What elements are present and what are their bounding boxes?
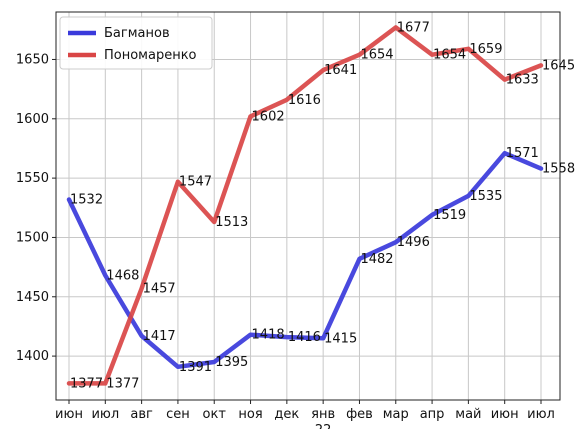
data-label: 1513 bbox=[215, 215, 248, 230]
data-label: 1377 bbox=[106, 376, 139, 391]
data-label: 1677 bbox=[397, 20, 430, 35]
series-line-1 bbox=[66, 150, 544, 370]
data-label: 1633 bbox=[506, 73, 539, 88]
legend: Багманов Пономаренко bbox=[59, 16, 213, 70]
grid bbox=[56, 12, 560, 400]
y-tick-label: 1550 bbox=[16, 171, 49, 186]
x-tick-label: июн bbox=[491, 407, 519, 422]
x-tick-label: сен bbox=[166, 407, 190, 422]
x-tick-label: мар bbox=[383, 407, 409, 422]
x-tick-label: июл bbox=[527, 407, 555, 422]
series-line-2 bbox=[66, 25, 544, 386]
y-tick-label: 1500 bbox=[16, 230, 49, 245]
data-label: 1616 bbox=[288, 93, 321, 108]
y-tick-label: 1650 bbox=[16, 52, 49, 67]
y-tick-label: 1600 bbox=[16, 112, 49, 127]
data-label: 1416 bbox=[288, 330, 321, 345]
data-label: 1417 bbox=[143, 329, 176, 344]
data-label: 1659 bbox=[469, 42, 502, 57]
data-label: 1468 bbox=[106, 268, 139, 283]
data-label: 1535 bbox=[469, 189, 502, 204]
data-label: 1654 bbox=[360, 48, 393, 63]
x-tick-label: янв bbox=[311, 407, 335, 422]
legend-label: Багманов bbox=[104, 26, 170, 41]
x-tick-label: окт bbox=[203, 407, 227, 422]
data-label: 1571 bbox=[506, 146, 539, 161]
data-label: 1395 bbox=[215, 355, 248, 370]
data-label: 1654 bbox=[433, 48, 466, 63]
data-label: 1457 bbox=[143, 281, 176, 296]
plot-frame bbox=[55, 11, 561, 401]
x-tick-label: май bbox=[455, 407, 481, 422]
legend-label: Пономаренко bbox=[104, 48, 197, 63]
y-tick-label: 1450 bbox=[16, 290, 49, 305]
data-label: 1641 bbox=[324, 63, 357, 78]
data-label: 1558 bbox=[542, 162, 575, 177]
data-label: 1377 bbox=[70, 376, 103, 391]
x-tick-label: авг bbox=[130, 407, 153, 422]
data-label: 1496 bbox=[397, 235, 430, 250]
data-label: 1519 bbox=[433, 208, 466, 223]
axes bbox=[55, 11, 561, 401]
x-tick-label: ноя bbox=[238, 407, 262, 422]
x-tick-label: июл bbox=[91, 407, 119, 422]
x-tick-label: фев bbox=[346, 407, 373, 422]
x-tick-label: дек bbox=[274, 407, 299, 422]
legend-box bbox=[59, 16, 213, 70]
data-label: 1532 bbox=[70, 192, 103, 207]
data-label: 1602 bbox=[252, 109, 285, 124]
data-label: 1415 bbox=[324, 331, 357, 346]
data-label: 1547 bbox=[179, 175, 212, 190]
data-label: 1391 bbox=[179, 360, 212, 375]
y-tick-label: 1400 bbox=[16, 349, 49, 364]
x-tick-sublabel: 22 bbox=[315, 423, 332, 429]
x-tick-label: июн bbox=[55, 407, 83, 422]
data-label: 1418 bbox=[252, 328, 285, 343]
series-lines bbox=[66, 25, 544, 386]
x-tick-label: апр bbox=[420, 407, 445, 422]
data-label: 1645 bbox=[542, 58, 575, 73]
data-label: 1482 bbox=[360, 252, 393, 267]
data-labels: 1532 1468 1417 1391 1395 1418 1416 1415 1482 1496… bbox=[70, 20, 575, 391]
